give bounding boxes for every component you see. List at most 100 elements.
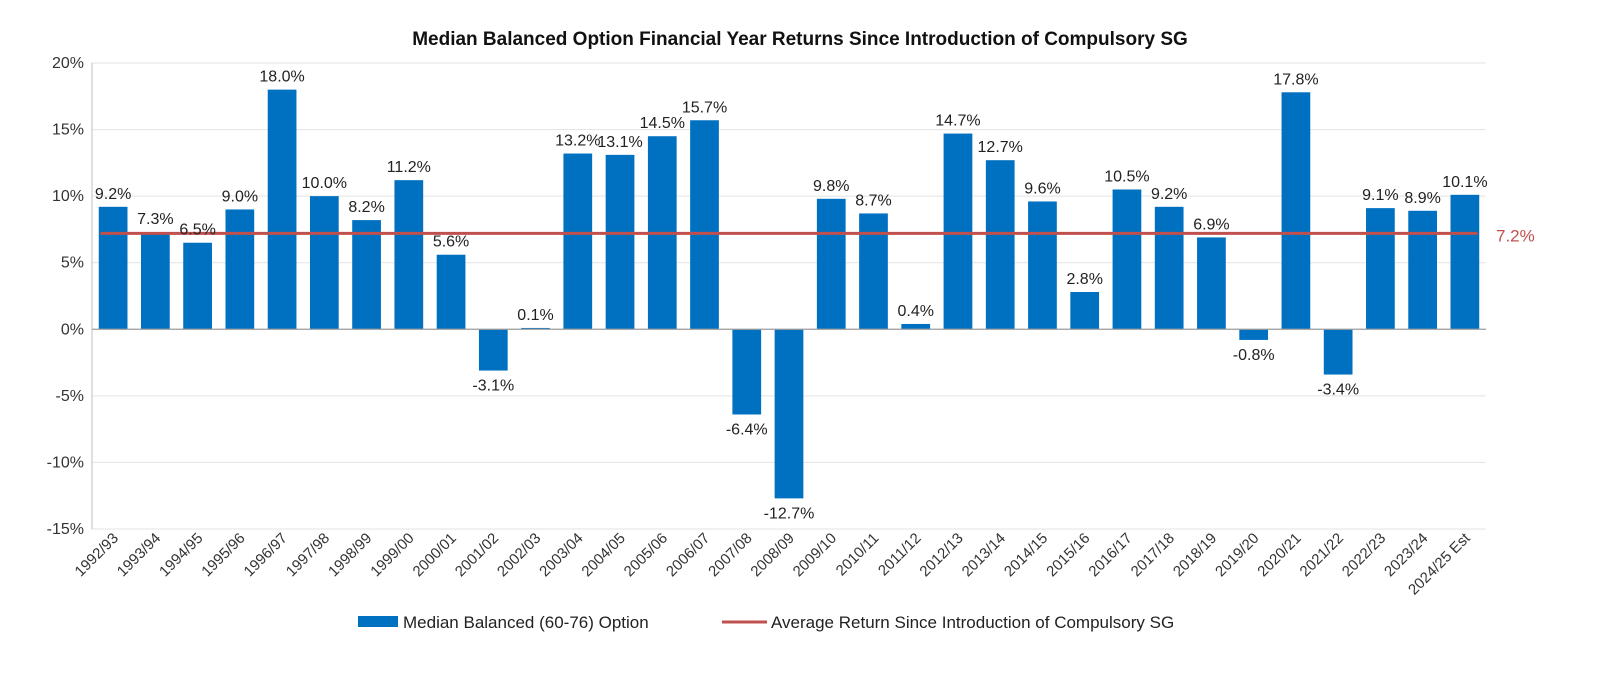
y-axis: 20% 15% 10% 5% 0% -5% -10% -15% — [47, 55, 93, 538]
data-label: 10.1% — [1442, 174, 1487, 191]
y-tick-label: -15% — [47, 521, 84, 538]
data-labels: 9.2% 7.3% 6.5% 9.0% 18.0% 10.0%8.2% 11.2% 5.6% -… — [95, 69, 1488, 523]
bar — [774, 329, 804, 499]
data-label: 6.5% — [179, 222, 215, 239]
bar — [1070, 292, 1100, 330]
bar — [1112, 189, 1142, 330]
data-label: 2.8% — [1066, 271, 1102, 288]
bar — [943, 133, 973, 330]
bar — [690, 120, 719, 330]
x-tick-label: 1993/94 — [114, 530, 164, 580]
average-line-label: 7.2% — [1496, 226, 1535, 245]
data-label: 10.5% — [1104, 168, 1149, 185]
x-tick-label: 2012/13 — [916, 530, 966, 580]
data-label: 8.7% — [855, 192, 891, 209]
bar — [901, 323, 931, 330]
data-label: 12.7% — [978, 139, 1023, 156]
data-label: 0.1% — [517, 307, 553, 324]
x-tick-label: 2011/12 — [875, 530, 925, 580]
bars — [98, 89, 1480, 499]
data-label: 10.0% — [302, 175, 347, 192]
x-tick-label: 2019/20 — [1212, 530, 1262, 580]
data-label: -6.4% — [726, 421, 768, 438]
data-label: 8.9% — [1404, 190, 1440, 207]
bar — [436, 254, 466, 330]
x-tick-label: 2003/04 — [536, 530, 586, 580]
bar — [563, 153, 593, 330]
bar — [1450, 194, 1480, 330]
bar — [478, 329, 508, 371]
bar — [1366, 208, 1395, 330]
bar — [394, 180, 424, 330]
x-tick-label: 2001/02 — [452, 530, 502, 580]
legend-label-line: Average Return Since Introduction of Com… — [771, 613, 1174, 632]
x-tick-label: 2013/14 — [959, 530, 1009, 580]
legend-label-bar: Median Balanced (60-76) Option — [403, 613, 649, 632]
x-tick-label: 1994/95 — [156, 530, 206, 580]
data-label: -12.7% — [764, 505, 815, 522]
x-tick-label: 1995/96 — [198, 530, 248, 580]
average-line-group: 7.2% — [100, 226, 1535, 245]
data-label: 15.7% — [682, 99, 727, 116]
data-label: 8.2% — [348, 199, 384, 216]
x-tick-label: 1996/97 — [241, 530, 291, 580]
data-label: 11.2% — [387, 159, 431, 176]
legend-swatch-bar — [358, 616, 398, 627]
data-label: 9.8% — [813, 178, 849, 195]
data-label: 18.0% — [259, 69, 304, 86]
bar — [309, 196, 339, 330]
bar — [183, 242, 212, 330]
y-tick-label: -5% — [56, 388, 84, 405]
y-tick-label: 15% — [52, 122, 84, 139]
x-tick-label: 1999/00 — [367, 530, 417, 580]
data-label: 13.2% — [555, 133, 600, 150]
data-label: 13.1% — [597, 134, 642, 151]
data-label: 9.0% — [222, 188, 258, 205]
x-tick-label: 1997/98 — [283, 530, 333, 580]
bar — [1154, 206, 1184, 330]
x-tick-label: 2017/18 — [1128, 530, 1178, 580]
x-tick-label: 2007/08 — [705, 530, 755, 580]
x-tick-label: 1998/99 — [325, 530, 375, 580]
x-tick-label: 2016/17 — [1085, 530, 1135, 580]
bar — [1408, 210, 1437, 330]
data-label: 14.5% — [640, 115, 685, 132]
x-tick-label: 2021/22 — [1297, 530, 1347, 580]
data-label: -3.4% — [1317, 382, 1359, 399]
bar — [267, 89, 297, 330]
bar — [1028, 201, 1057, 330]
data-label: 6.9% — [1193, 216, 1229, 233]
y-tick-label: 10% — [52, 188, 84, 205]
y-tick-label: 5% — [61, 255, 84, 272]
x-tick-label: 2000/01 — [410, 530, 460, 580]
y-tick-label: 0% — [61, 321, 84, 338]
x-tick-label: 2008/09 — [747, 530, 797, 580]
legend: Median Balanced (60-76) Option Average R… — [358, 613, 1174, 632]
y-tick-label: -10% — [47, 454, 84, 471]
data-label: 0.4% — [897, 303, 933, 320]
bar — [985, 160, 1015, 330]
x-tick-label: 2015/16 — [1043, 530, 1093, 580]
y-tick-label: 20% — [52, 55, 84, 72]
x-tick-label: 2002/03 — [494, 530, 544, 580]
x-tick-label: 2014/15 — [1001, 530, 1051, 580]
x-tick-label: 2005/06 — [621, 530, 671, 580]
x-tick-label: 2022/23 — [1339, 530, 1389, 580]
bar — [225, 209, 255, 330]
data-label: 9.1% — [1362, 187, 1398, 204]
bar — [1323, 329, 1353, 375]
data-label: 9.2% — [1151, 186, 1187, 203]
data-label: 7.3% — [137, 211, 173, 228]
data-label: -0.8% — [1233, 347, 1275, 364]
x-tick-label: 2018/19 — [1170, 530, 1220, 580]
bar — [732, 329, 762, 415]
chart-title: Median Balanced Option Financial Year Re… — [412, 29, 1188, 50]
bar — [98, 206, 128, 330]
x-tick-label: 2020/21 — [1254, 530, 1304, 580]
data-label: 14.7% — [935, 113, 980, 130]
data-label: 17.8% — [1273, 71, 1318, 88]
bar — [1197, 237, 1226, 330]
bar — [859, 213, 888, 330]
